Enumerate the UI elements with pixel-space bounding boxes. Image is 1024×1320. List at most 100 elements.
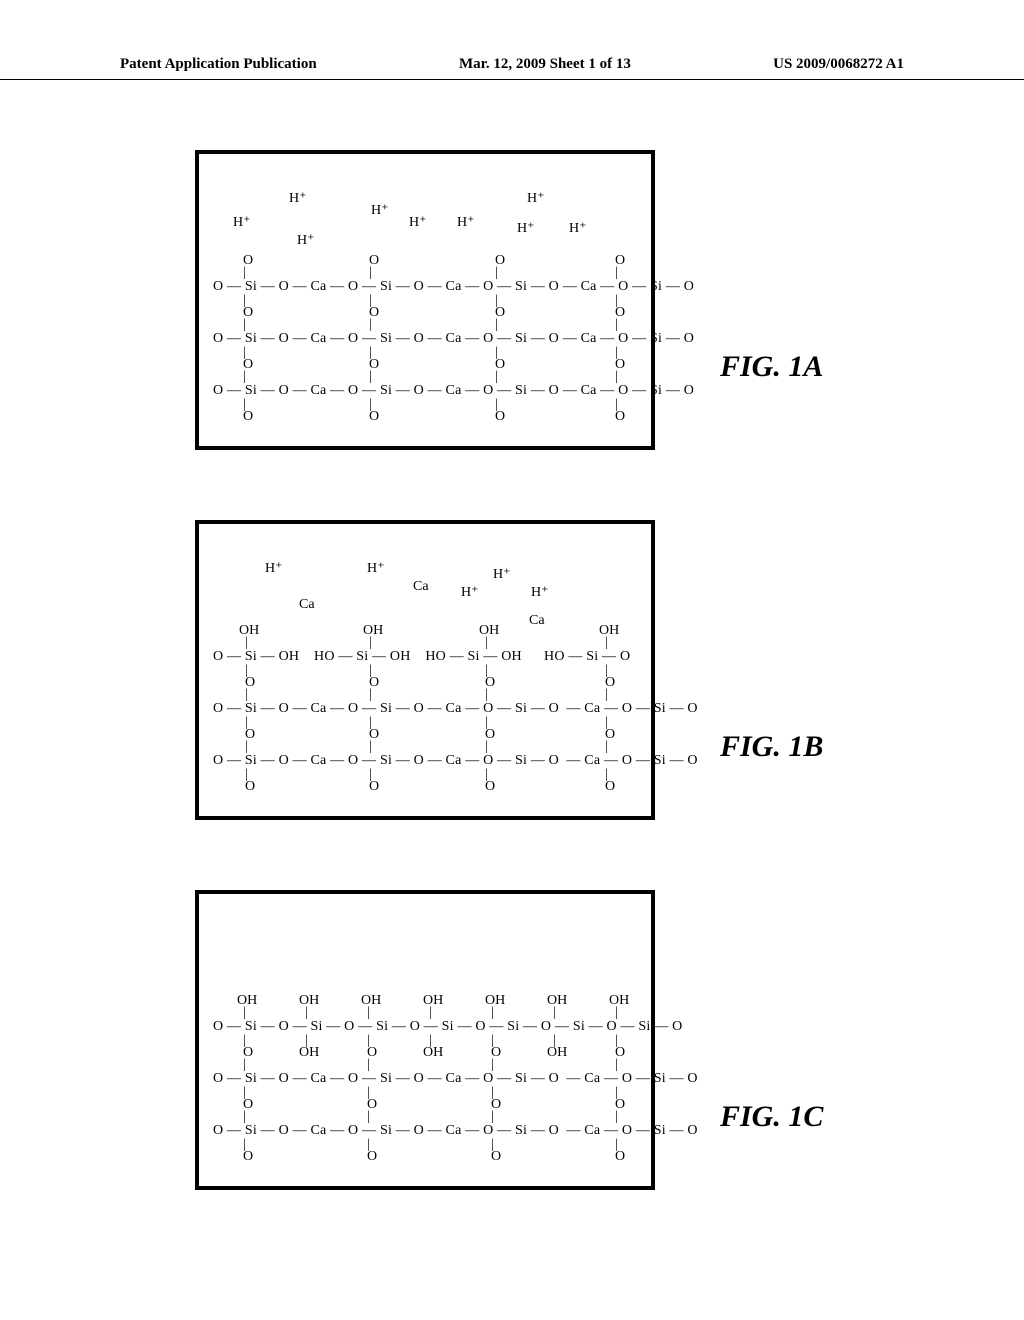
bond: |: [615, 1110, 618, 1124]
figure-1a-label: FIG. 1A: [720, 350, 823, 384]
bond: |: [367, 1110, 370, 1124]
h-plus: H⁺: [493, 568, 511, 582]
figure-1c-label: FIG. 1C: [720, 1100, 823, 1134]
bond: |: [243, 1006, 246, 1020]
bond: |: [369, 370, 372, 384]
bond: |: [491, 1110, 494, 1124]
bond: |: [243, 318, 246, 332]
ca-ion: Ca: [529, 614, 545, 628]
bond: |: [243, 370, 246, 384]
bond: |: [485, 688, 488, 702]
si-ca-chain: O — Si — O — Ca — O — Si — O — Ca — O — …: [199, 280, 651, 294]
bond: |: [369, 688, 372, 702]
si-ca-chain: O — Si — O — Ca — O — Si — O — Ca — O — …: [199, 1072, 651, 1086]
oh-group: OH: [299, 994, 319, 1008]
bond: |: [495, 318, 498, 332]
h-plus: H⁺: [517, 222, 535, 236]
o-atom: O: [369, 780, 379, 794]
bond: |: [615, 266, 618, 280]
bond: |: [245, 688, 248, 702]
h-plus: H⁺: [531, 586, 549, 600]
ca-ion: Ca: [299, 598, 315, 612]
h-plus: H⁺: [457, 216, 475, 230]
o-atom: O: [243, 1150, 253, 1164]
bond: |: [369, 318, 372, 332]
bond: |: [243, 1058, 246, 1072]
h-plus: H⁺: [409, 216, 427, 230]
bond: |: [429, 1006, 432, 1020]
oh-group: OH: [547, 1046, 567, 1060]
si-ca-chain: O — Si — O — Ca — O — Si — O — Ca — O — …: [199, 754, 651, 768]
si-ca-chain: O — Si — O — Ca — O — Si — O — Ca — O — …: [199, 1124, 651, 1138]
figure-1b-panel: H⁺ H⁺ H⁺ Ca H⁺ H⁺ Ca Ca OH | OH | OH | O…: [195, 520, 655, 820]
h-plus: H⁺: [527, 192, 545, 206]
ca-ion: Ca: [413, 580, 429, 594]
bond: |: [605, 740, 608, 754]
figure-1a-panel: H⁺ H⁺ H⁺ H⁺ H⁺ H⁺ H⁺ H⁺ H⁺ O | O | O | O…: [195, 150, 655, 450]
bond: |: [305, 1006, 308, 1020]
bond: |: [369, 636, 372, 650]
bond: |: [495, 266, 498, 280]
bond: |: [495, 370, 498, 384]
si-o-si-chain: O — Si — O — Si — O — Si — O — Si — O — …: [199, 1020, 651, 1034]
oh-group: OH: [299, 1046, 319, 1060]
bond: |: [605, 636, 608, 650]
bond: |: [491, 1006, 494, 1020]
bond: |: [615, 1058, 618, 1072]
oh-group: OH: [363, 624, 383, 638]
bond: |: [369, 266, 372, 280]
page-header: Patent Application Publication Mar. 12, …: [0, 56, 1024, 80]
bond: |: [485, 636, 488, 650]
oh-group: OH: [547, 994, 567, 1008]
bond: |: [367, 1058, 370, 1072]
h-plus: H⁺: [233, 216, 251, 230]
bond: |: [615, 370, 618, 384]
h-plus: H⁺: [461, 586, 479, 600]
o-atom: O: [615, 410, 625, 424]
o-atom: O: [369, 410, 379, 424]
oh-group: OH: [479, 624, 499, 638]
o-atom: O: [491, 1150, 501, 1164]
bond: |: [243, 266, 246, 280]
bond: |: [243, 1110, 246, 1124]
oh-group: OH: [239, 624, 259, 638]
oh-group: OH: [423, 1046, 443, 1060]
bond: |: [605, 688, 608, 702]
h-plus: H⁺: [371, 204, 389, 218]
bond: |: [369, 740, 372, 754]
oh-group: OH: [609, 994, 629, 1008]
bond: |: [367, 1006, 370, 1020]
si-ca-chain: O — Si — O — Ca — O — Si — O — Ca — O — …: [199, 384, 651, 398]
bond: |: [491, 1058, 494, 1072]
oh-group: OH: [237, 994, 257, 1008]
header-right: US 2009/0068272 A1: [773, 56, 904, 73]
oh-group: OH: [423, 994, 443, 1008]
oh-group: OH: [599, 624, 619, 638]
header-center: Mar. 12, 2009 Sheet 1 of 13: [459, 56, 631, 73]
bond: |: [245, 740, 248, 754]
si-oh-chain: O — Si — OH HO — Si — OH HO — Si — OH HO…: [199, 650, 651, 664]
h-plus: H⁺: [569, 222, 587, 236]
bond: |: [615, 1006, 618, 1020]
o-atom: O: [243, 410, 253, 424]
h-plus: H⁺: [367, 562, 385, 576]
si-ca-chain: O — Si — O — Ca — O — Si — O — Ca — O — …: [199, 702, 651, 716]
bond: |: [553, 1006, 556, 1020]
bond: |: [485, 740, 488, 754]
h-plus: H⁺: [297, 234, 315, 248]
oh-group: OH: [361, 994, 381, 1008]
h-plus: H⁺: [289, 192, 307, 206]
o-atom: O: [495, 410, 505, 424]
o-atom: O: [367, 1150, 377, 1164]
o-atom: O: [605, 780, 615, 794]
header-left: Patent Application Publication: [120, 56, 317, 73]
bond: |: [245, 636, 248, 650]
oh-group: OH: [485, 994, 505, 1008]
h-plus: H⁺: [265, 562, 283, 576]
figure-1b-label: FIG. 1B: [720, 730, 823, 764]
o-atom: O: [615, 1150, 625, 1164]
si-ca-chain: O — Si — O — Ca — O — Si — O — Ca — O — …: [199, 332, 651, 346]
figure-1c-panel: OH | OH | OH | OH | OH | OH | OH | O — S…: [195, 890, 655, 1190]
bond: |: [615, 318, 618, 332]
o-atom: O: [485, 780, 495, 794]
